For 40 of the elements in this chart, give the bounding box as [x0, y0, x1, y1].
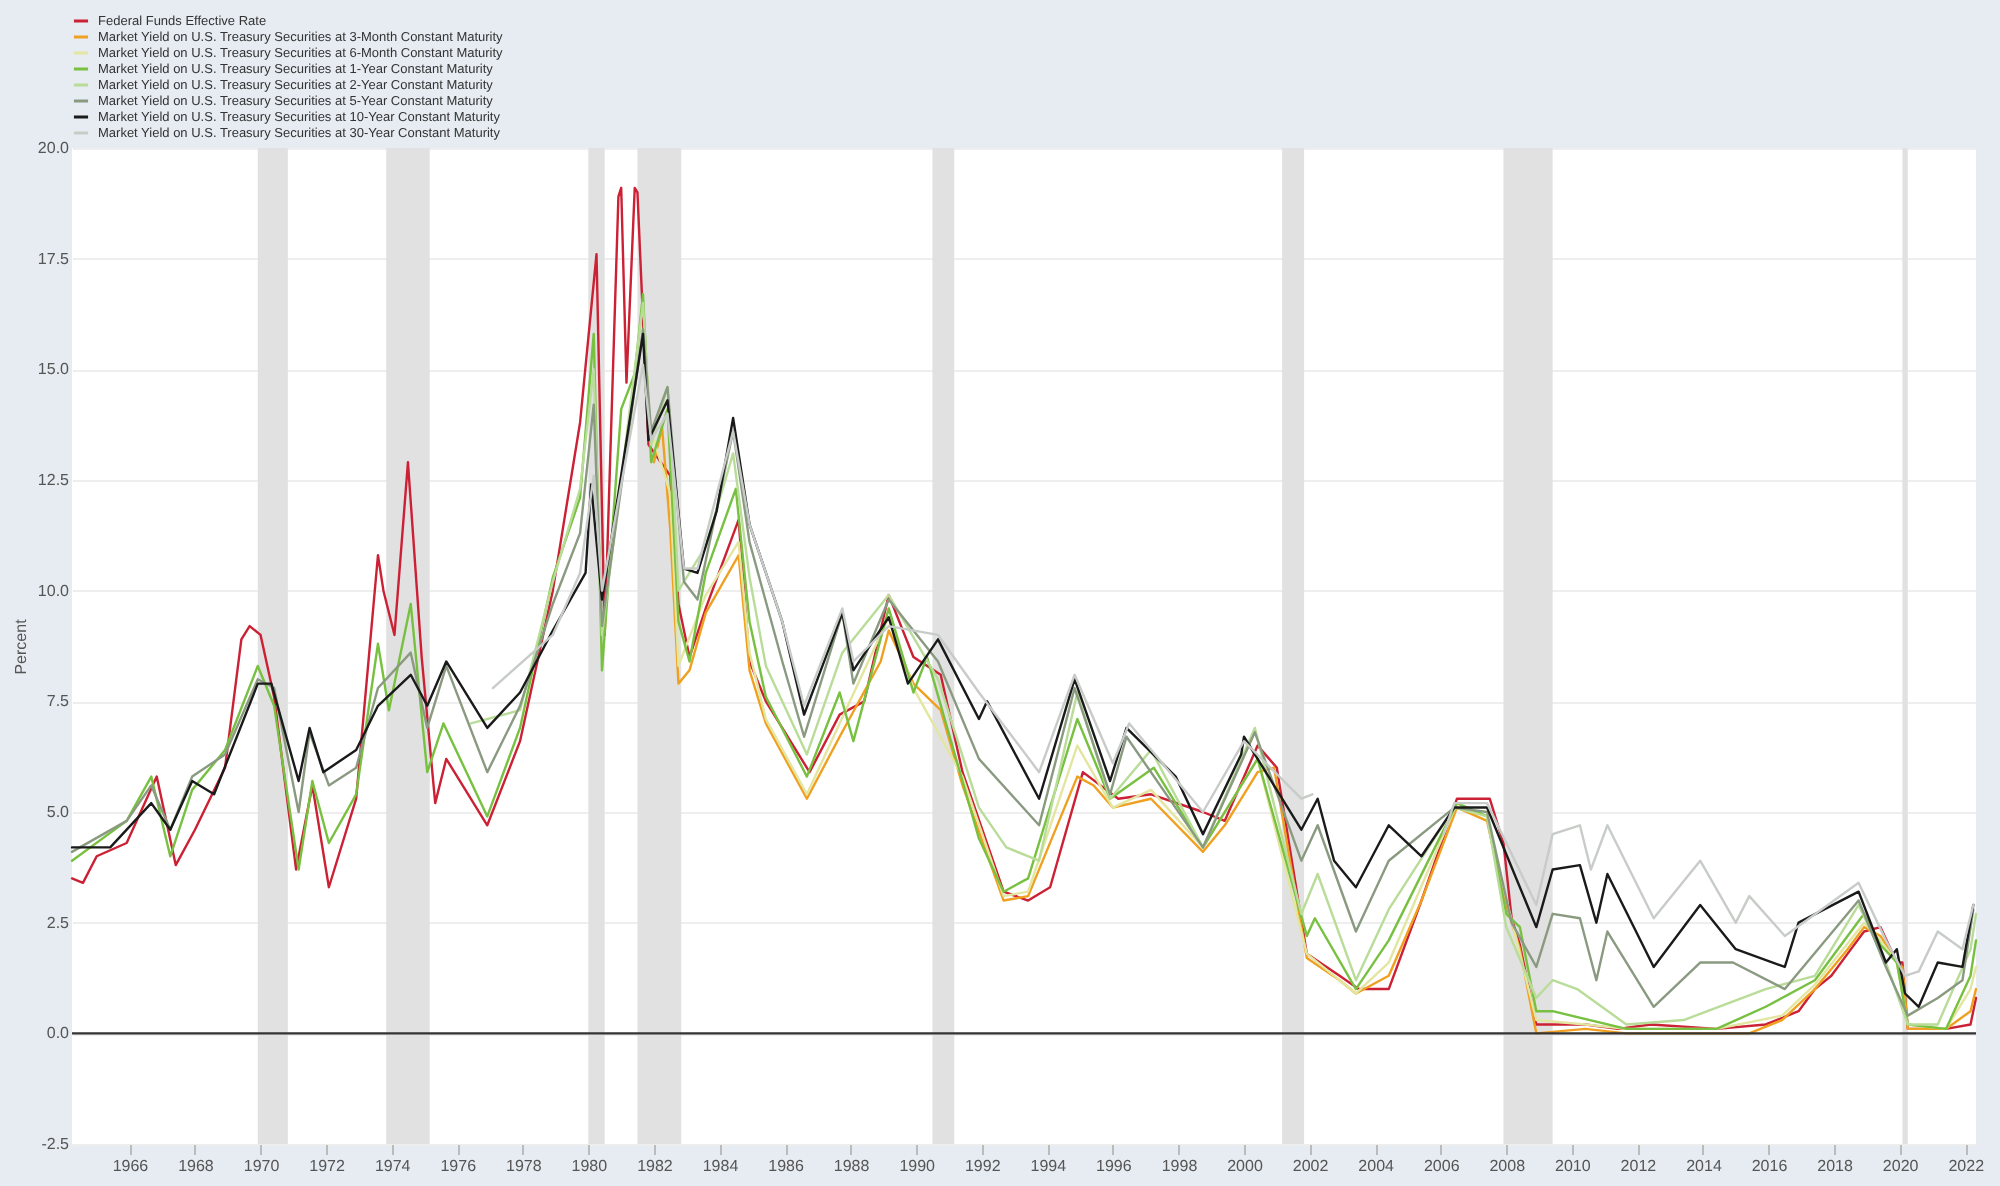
y-tick-label: 0.0 [46, 1024, 71, 1043]
x-tick-label: 1976 [440, 1157, 478, 1175]
x-tick-label: 1992 [964, 1157, 1002, 1175]
x-tick-label: 2008 [1489, 1157, 1527, 1175]
y-tick-label: 12.5 [37, 471, 71, 489]
y-tick-label: 15.0 [37, 360, 71, 379]
x-tick-label: 2018 [1817, 1157, 1854, 1175]
x-tick-label: 2014 [1686, 1157, 1723, 1175]
x-tick-label: 1980 [571, 1157, 609, 1175]
y-tick-label: 2.5 [46, 913, 71, 932]
x-tick-label: 1988 [833, 1157, 871, 1175]
x-tick-label: 1984 [702, 1157, 740, 1175]
x-tick-label: 1966 [112, 1157, 150, 1175]
x-tick-label: 1986 [768, 1157, 805, 1175]
y-tick-label: 17.5 [37, 249, 71, 268]
x-tick-label: 1982 [637, 1157, 674, 1175]
x-tick-label: 1994 [1030, 1157, 1068, 1175]
x-tick-label: 1970 [243, 1157, 281, 1175]
y-axis-title: Percent [11, 617, 30, 675]
x-tick-label: 1998 [1161, 1157, 1199, 1175]
x-tick-label: 2002 [1292, 1157, 1330, 1175]
x-tick-label: 1978 [506, 1157, 543, 1175]
x-tick-label: 2000 [1227, 1157, 1264, 1175]
y-tick-label: -2.5 [41, 1135, 71, 1153]
x-tick-label: 2004 [1358, 1157, 1396, 1175]
y-tick-label: 7.5 [46, 692, 71, 711]
x-tick-label: 1974 [374, 1157, 412, 1175]
y-tick-label: 10.0 [37, 581, 71, 600]
x-tick-label: 1996 [1096, 1157, 1133, 1175]
y-tick-label: 5.0 [46, 803, 71, 821]
x-tick-label: 2022 [1948, 1157, 1986, 1175]
x-tick-label: 2016 [1751, 1157, 1789, 1175]
x-tick-label: 2012 [1620, 1157, 1658, 1175]
y-tick-label: 20.0 [37, 139, 71, 157]
x-tick-label: 2010 [1555, 1157, 1592, 1175]
x-tick-label: 1990 [899, 1157, 937, 1175]
x-tick-label: 1972 [309, 1157, 346, 1175]
x-tick-label: 2020 [1882, 1157, 1920, 1175]
x-tick-label: 2006 [1423, 1157, 1461, 1175]
x-tick-label: 1968 [178, 1157, 215, 1175]
